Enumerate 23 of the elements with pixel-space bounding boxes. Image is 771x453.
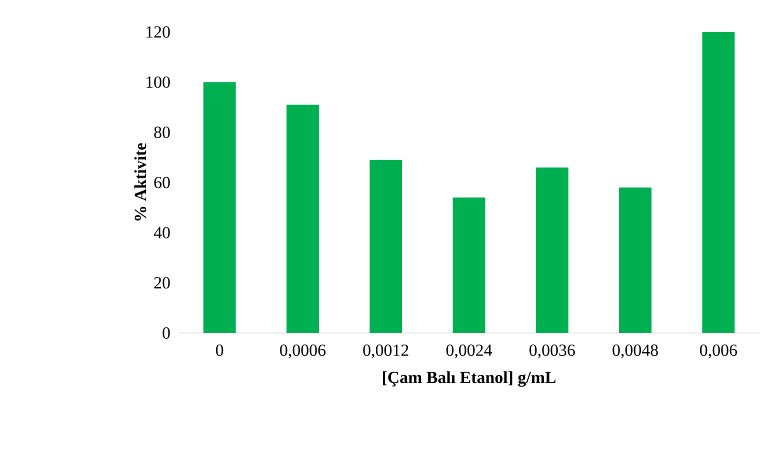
bar bbox=[370, 160, 402, 333]
y-tick-label: 80 bbox=[154, 126, 170, 138]
x-tick-label: 0,0012 bbox=[363, 344, 408, 358]
y-tick-label: 100 bbox=[146, 76, 170, 88]
bar bbox=[619, 188, 652, 333]
y-tick-label: 60 bbox=[154, 176, 170, 188]
x-axis-title: [Çam Balı Etanol] g/mL bbox=[382, 371, 556, 387]
bar bbox=[203, 82, 236, 333]
x-tick-label: 0,0006 bbox=[280, 344, 326, 358]
bar bbox=[702, 32, 735, 333]
bar bbox=[452, 198, 486, 333]
x-tick-label: 0 bbox=[216, 344, 224, 356]
y-tick-label: 40 bbox=[154, 226, 170, 238]
y-tick-label: 120 bbox=[146, 26, 170, 38]
bar bbox=[536, 167, 568, 333]
y-axis-title: % Aktivite bbox=[134, 143, 146, 221]
x-tick-label: 0,0036 bbox=[529, 344, 575, 358]
x-tick-label: 0,006 bbox=[700, 344, 737, 358]
x-tick-label: 0,0048 bbox=[612, 344, 658, 358]
x-tick-label: 0,0024 bbox=[446, 344, 492, 358]
y-tick-label: 20 bbox=[154, 277, 170, 289]
bar bbox=[286, 104, 319, 333]
y-tick-label: 0 bbox=[162, 327, 170, 339]
